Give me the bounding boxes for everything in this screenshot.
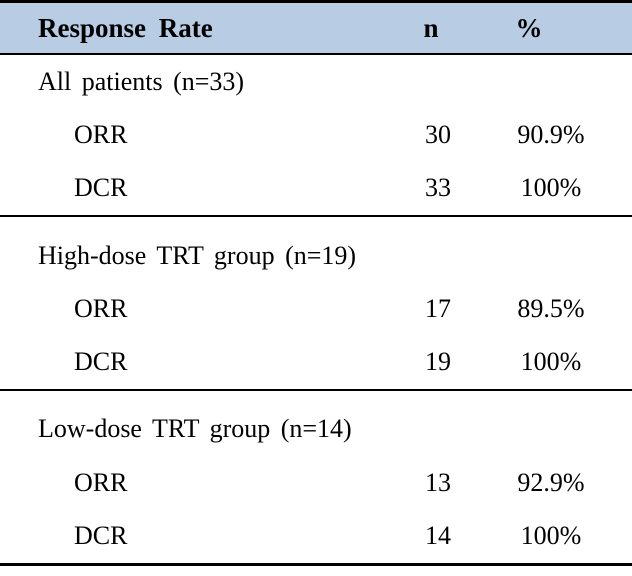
row-label: DCR — [74, 521, 128, 551]
row-label: DCR — [74, 173, 128, 203]
row-percent-value: 90.9% — [517, 119, 585, 149]
row-label: DCR — [74, 347, 128, 377]
header-n: n — [423, 12, 439, 43]
table-row: DCR 33 100% — [0, 162, 632, 215]
row-percent-value: 100% — [520, 521, 582, 551]
row-n-value: 17 — [425, 293, 451, 323]
section-low-dose-trt: Low-dose TRT group (n=14) ORR 13 92.9% D… — [0, 391, 632, 566]
group-label-row: All patients (n=33) — [0, 55, 632, 108]
row-n-value: 19 — [425, 347, 451, 377]
header-percent: % — [515, 12, 543, 43]
row-percent-value: 100% — [520, 173, 582, 203]
section-all-patients: All patients (n=33) ORR 30 90.9% DCR 33 … — [0, 55, 632, 217]
table-row: ORR 17 89.5% — [0, 282, 632, 335]
row-n-value: 33 — [425, 173, 451, 203]
row-label: ORR — [74, 467, 128, 497]
row-n-value: 13 — [425, 467, 451, 497]
row-n-value: 30 — [425, 119, 451, 149]
section-high-dose-trt: High-dose TRT group (n=19) ORR 17 89.5% … — [0, 217, 632, 391]
table-row: DCR 19 100% — [0, 335, 632, 388]
row-label: ORR — [74, 119, 128, 149]
group-label: High-dose TRT group (n=19) — [38, 240, 357, 270]
table-row: DCR 14 100% — [0, 509, 632, 562]
row-percent-value: 89.5% — [517, 293, 585, 323]
group-label: All patients (n=33) — [38, 66, 245, 96]
group-label-row: Low-dose TRT group (n=14) — [0, 403, 632, 456]
header-response-rate: Response Rate — [38, 12, 213, 43]
table-row: ORR 30 90.9% — [0, 108, 632, 161]
table-header-row: Response Rate n % — [0, 0, 632, 55]
row-n-value: 14 — [425, 521, 451, 551]
row-percent-value: 100% — [520, 347, 582, 377]
row-percent-value: 92.9% — [517, 467, 585, 497]
group-label: Low-dose TRT group (n=14) — [38, 414, 352, 444]
row-label: ORR — [74, 293, 128, 323]
table-row: ORR 13 92.9% — [0, 456, 632, 509]
group-label-row: High-dose TRT group (n=19) — [0, 229, 632, 282]
